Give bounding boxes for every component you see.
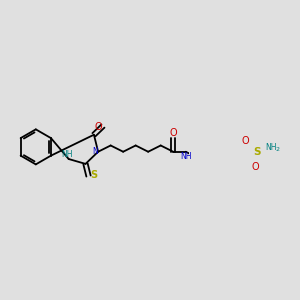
Text: S: S	[253, 147, 261, 157]
Text: O: O	[169, 128, 177, 138]
Text: S: S	[90, 170, 97, 180]
Text: N: N	[92, 147, 98, 156]
Text: NH: NH	[266, 143, 277, 152]
Text: NH: NH	[181, 152, 192, 161]
Text: O: O	[251, 162, 259, 172]
Text: 2: 2	[275, 147, 279, 152]
Text: NH: NH	[62, 149, 73, 158]
Text: O: O	[95, 122, 102, 132]
Text: O: O	[241, 136, 249, 146]
